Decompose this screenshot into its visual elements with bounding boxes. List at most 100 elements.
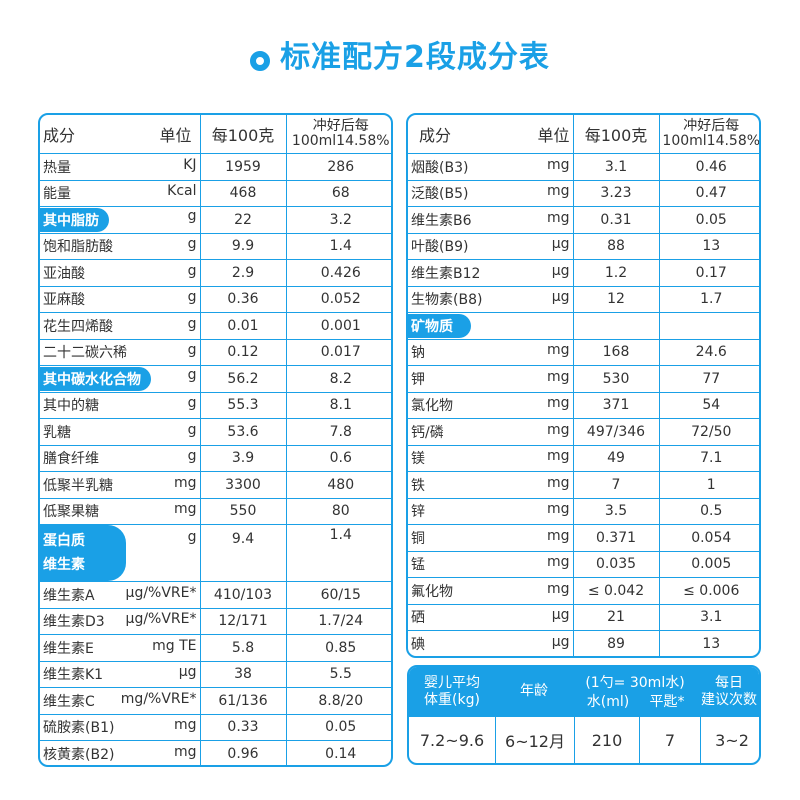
per100g-value: 371 bbox=[573, 392, 660, 419]
prepared-value: 0.6 bbox=[286, 445, 391, 472]
nutrient-unit: mg TE bbox=[152, 637, 197, 654]
nutrient-name: 维生素C bbox=[43, 693, 95, 710]
table-row: 乳糖 g 53.6 7.8 bbox=[40, 418, 391, 446]
nutrient-cell: 低聚果糖 mg bbox=[40, 498, 201, 525]
per100g-value: 53.6 bbox=[200, 418, 287, 446]
table-row: 维生素B12 μg 1.2 0.17 bbox=[408, 259, 759, 287]
times-header: 每日 建议次数 bbox=[701, 675, 757, 708]
prepared-value: 1.4 bbox=[286, 524, 391, 582]
table-row: 氯化物 mg 371 54 bbox=[408, 392, 759, 419]
per100g-value: 49 bbox=[573, 445, 660, 472]
prepared-value: 0.85 bbox=[286, 634, 391, 662]
nutrient-unit: KJ bbox=[183, 156, 197, 173]
feeding-guide-values: 7.2~9.6 6~12月 210 7 3~2 bbox=[409, 717, 759, 763]
page-title: 标准配方2段成分表 bbox=[0, 32, 800, 76]
per100g-value: 56.2 bbox=[200, 365, 287, 393]
per100g-value: 3.5 bbox=[573, 498, 660, 525]
nutrient-name: 维生素E bbox=[43, 640, 94, 657]
nutrient-name: 碘 bbox=[411, 636, 425, 653]
nutrient-cell: 核黄素(B2) mg bbox=[40, 740, 201, 765]
nutrient-cell: 热量 KJ bbox=[40, 153, 201, 181]
nutrient-cell: 其中的糖 g bbox=[40, 392, 201, 419]
nutrient-cell: 铜 mg bbox=[408, 524, 574, 552]
nutrient-unit: mg bbox=[546, 183, 570, 200]
nutrient-unit: μg bbox=[551, 633, 570, 650]
prepared-value: 54 bbox=[659, 392, 759, 419]
nutrient-cell: 碘 μg bbox=[408, 630, 574, 656]
prepared-value: 24.6 bbox=[659, 339, 759, 366]
header-name: 成分 bbox=[419, 126, 452, 145]
nutrient-unit: mg bbox=[546, 421, 570, 438]
nutrient-name: 硒 bbox=[411, 610, 425, 627]
table-row: 维生素K1 μg 38 5.5 bbox=[40, 661, 391, 688]
table-row: 热量 KJ 1959 286 bbox=[40, 153, 391, 181]
table-row: 氟化物 mg ≤ 0.042 ≤ 0.006 bbox=[408, 577, 759, 605]
table-row: 维生素D3 μg/%VRE* 12/171 1.7/24 bbox=[40, 608, 391, 635]
nutrient-cell: 蛋白质 维生素 g bbox=[40, 524, 201, 582]
nutrient-unit: g bbox=[187, 207, 197, 224]
nutrient-name: 钙/磷 bbox=[411, 424, 444, 441]
nutrient-unit: mg bbox=[546, 501, 570, 518]
nutrient-name: 膳食纤维 bbox=[43, 451, 99, 468]
nutrient-unit: μg bbox=[551, 289, 570, 306]
nutrient-unit: mg bbox=[546, 395, 570, 412]
per100g-value bbox=[573, 312, 660, 340]
nutrient-unit: mg bbox=[173, 717, 197, 734]
nutrient-cell: 钠 mg bbox=[408, 339, 574, 366]
nutrient-unit: g bbox=[187, 342, 197, 359]
nutrient-name: 亚麻酸 bbox=[43, 292, 85, 309]
per100g-value: 7 bbox=[573, 471, 660, 499]
prepared-value: 3.2 bbox=[286, 206, 391, 234]
nutrient-cell: 镁 mg bbox=[408, 445, 574, 472]
per100g-value: 0.31 bbox=[573, 206, 660, 234]
table-row: 叶酸(B9) μg 88 13 bbox=[408, 233, 759, 260]
prepared-value: 0.001 bbox=[286, 312, 391, 340]
per100g-value: 0.01 bbox=[200, 312, 287, 340]
nutrient-name: 锌 bbox=[411, 504, 425, 521]
nutrient-unit: mg bbox=[546, 527, 570, 544]
per100g-value: 5.8 bbox=[200, 634, 287, 662]
prepared-value: 0.14 bbox=[325, 745, 357, 762]
nutrient-name: 维生素A bbox=[43, 587, 95, 604]
per100g-value: 9.9 bbox=[200, 233, 287, 260]
per100g-value: 3.23 bbox=[573, 180, 660, 207]
ring-icon bbox=[250, 51, 271, 71]
prepared-value: 60/15 bbox=[286, 581, 391, 609]
nutrient-cell: 生物素(B8) μg bbox=[408, 286, 574, 313]
nutrient-cell: 其中脂肪 g bbox=[40, 206, 201, 234]
nutrient-unit: μg bbox=[551, 236, 570, 253]
nutrient-unit: g bbox=[187, 315, 197, 332]
header-prepared: 冲好后每 100ml14.58% bbox=[659, 115, 759, 154]
nutrient-cell: 维生素B12 μg bbox=[408, 259, 574, 287]
prepared-value: 5.5 bbox=[286, 661, 391, 688]
nutrient-unit: mg bbox=[546, 580, 570, 597]
nutrient-name: 热量 bbox=[43, 159, 71, 176]
prepared-value: 0.052 bbox=[286, 286, 391, 313]
nutrient-name: 氯化物 bbox=[411, 398, 453, 415]
nutrient-name: 其中碳水化合物 bbox=[40, 366, 151, 391]
per100g-value: 168 bbox=[573, 339, 660, 366]
table-row: 硒 μg 21 3.1 bbox=[408, 604, 759, 631]
nutrient-cell: 亚油酸 g bbox=[40, 259, 201, 287]
nutrient-name: 烟酸(B3) bbox=[411, 159, 469, 176]
table-header-row: 成分 单位 每100克 冲好后每 100ml14.58% bbox=[40, 115, 391, 154]
table-row: 维生素E mg TE 5.8 0.85 bbox=[40, 634, 391, 662]
nutrient-name: 锰 bbox=[411, 557, 425, 574]
header-name: 成分 bbox=[43, 126, 76, 145]
nutrient-unit: μg bbox=[178, 664, 197, 681]
per100g-value: 0.36 bbox=[200, 286, 287, 313]
per100g-value: 2.9 bbox=[200, 259, 287, 287]
table-row: 钠 mg 168 24.6 bbox=[408, 339, 759, 366]
prepared-value: 0.017 bbox=[286, 339, 391, 366]
per100g-value: 0.12 bbox=[200, 339, 287, 366]
prepared-value: 77 bbox=[659, 365, 759, 393]
per100g-value: 12 bbox=[573, 286, 660, 313]
nutrient-cell: 钾 mg bbox=[408, 365, 574, 393]
nutrient-name: 花生四烯酸 bbox=[43, 318, 113, 335]
table-row: 铁 mg 7 1 bbox=[408, 471, 759, 499]
per100g-value: 0.33 bbox=[200, 714, 287, 741]
prepared-value: 8.8/20 bbox=[286, 687, 391, 715]
table-row-minerals: 矿物质 bbox=[408, 312, 759, 340]
nutrient-cell: 其中碳水化合物 g bbox=[40, 365, 201, 393]
prepared-value: 80 bbox=[286, 498, 391, 525]
